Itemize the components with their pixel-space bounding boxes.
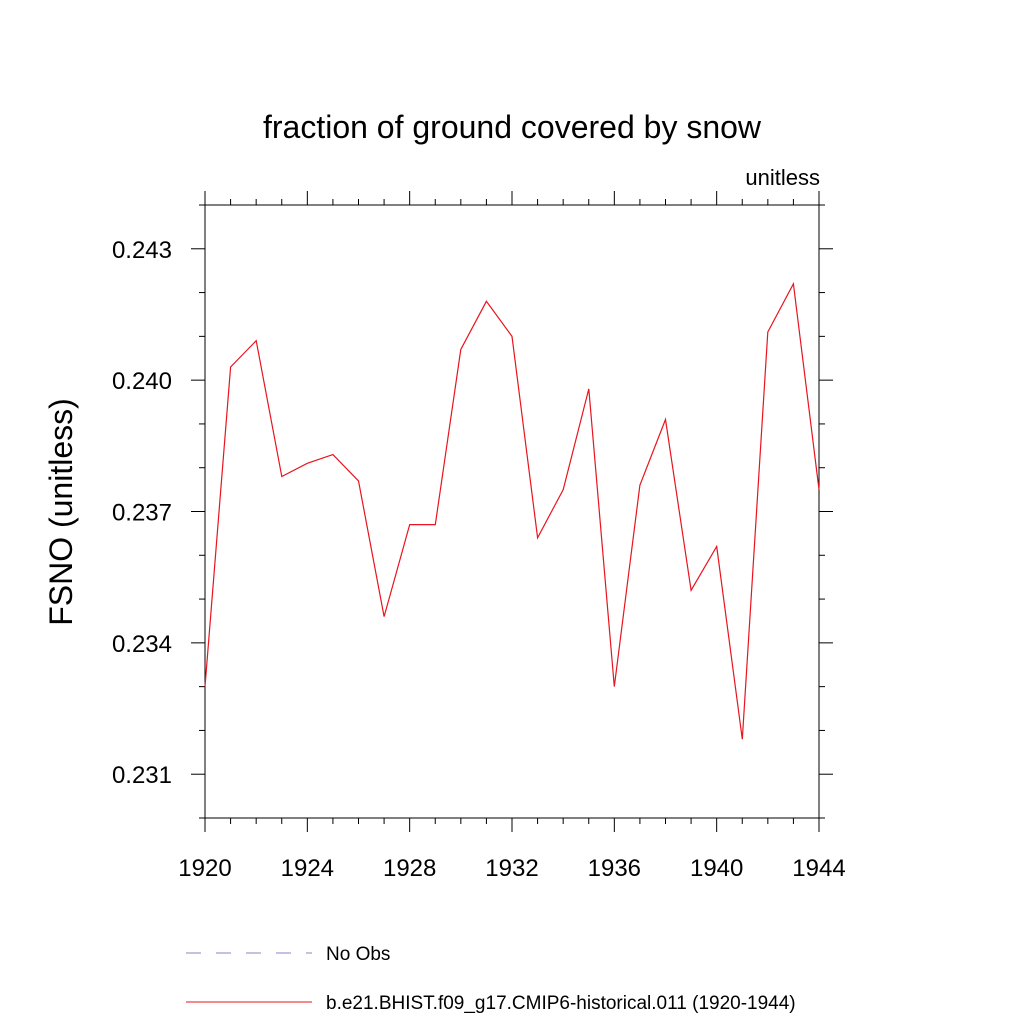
series-line [204, 281, 820, 740]
legend-label: b.e21.BHIST.f09_g17.CMIP6-historical.011… [326, 993, 796, 1014]
y-tick-label: 0.234 [112, 631, 172, 658]
y-axis-label: FSNO (unitless) [43, 398, 79, 626]
y-tick-label: 0.237 [112, 500, 172, 527]
x-tick-label: 1944 [792, 855, 845, 882]
x-tick-label: 1920 [178, 855, 231, 882]
y-tick-label: 0.243 [112, 237, 172, 264]
legend: No Obs b.e21.BHIST.f09_g17.CMIP6-historic… [186, 944, 796, 1014]
axis-ticks: 1920 1924 1928 1932 1936 1940 1944 0.231 0.234 0.… [112, 191, 846, 882]
plot-frame [204, 204, 820, 819]
y-tick-label: 0.240 [112, 368, 172, 395]
x-tick-label: 1928 [383, 855, 436, 882]
y-tick-label: 0.231 [112, 762, 172, 789]
chart-title: fraction of ground covered by snow [263, 109, 762, 145]
x-tick-label: 1924 [281, 855, 334, 882]
series-layer [204, 281, 820, 740]
x-tick-label: 1932 [485, 855, 538, 882]
units-label: unitless [745, 165, 820, 190]
x-tick-label: 1936 [588, 855, 641, 882]
legend-label: No Obs [326, 944, 390, 965]
x-tick-label: 1940 [690, 855, 743, 882]
